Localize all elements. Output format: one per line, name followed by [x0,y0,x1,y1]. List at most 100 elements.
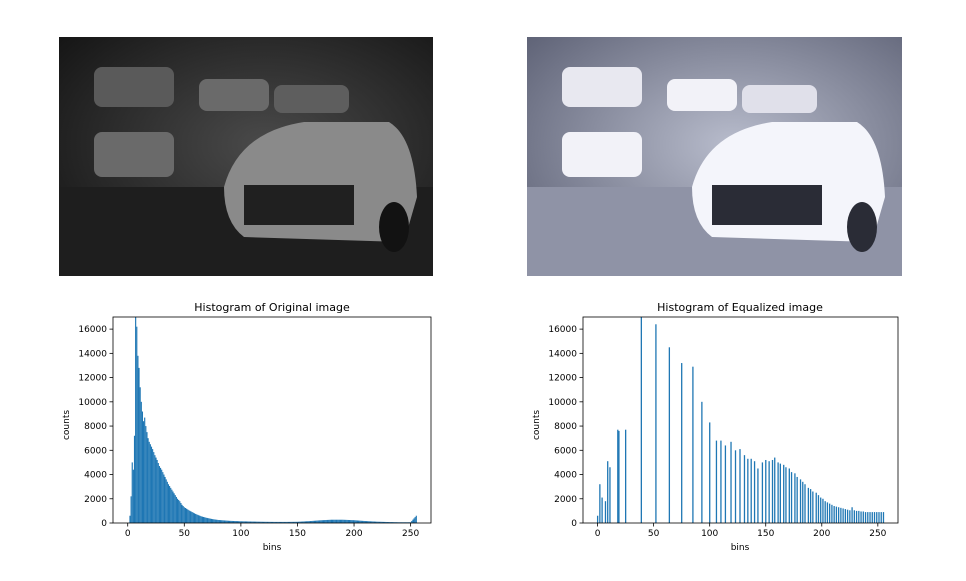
histogram-bar [833,506,835,523]
histogram-bar [356,520,359,523]
histogram-bar [129,515,131,523]
histogram-bar [192,512,194,523]
histogram-bar [846,509,849,523]
histogram-bar [327,519,329,523]
histogram-bar [826,502,829,523]
histogram-bar [132,469,134,523]
histogram-bar [273,521,275,523]
histogram-bar [864,512,867,523]
histogram-bar [326,519,328,523]
histogram-bar [596,515,599,523]
histogram-bar [282,521,284,523]
histogram-bar [148,441,150,523]
histogram-bar [873,512,876,523]
histogram-bar [183,507,185,523]
histogram-bar [269,521,271,523]
histogram-bar [313,520,316,523]
histogram-bar [261,521,263,523]
histogram-bar [149,444,151,523]
histogram-bar [140,401,142,523]
x-tick-label: 0 [595,529,601,539]
histogram-bar [145,426,147,523]
histogram-bar [135,317,137,523]
histogram-bar [267,521,269,523]
histogram-bar [339,519,342,523]
histogram-bar [131,462,133,523]
histogram-bar [252,521,254,523]
histogram-bar [785,467,787,523]
histogram-bar [172,491,174,523]
histogram-bar [334,519,336,523]
axes-frame [582,316,899,524]
histogram-bar [193,513,196,523]
histogram-bar [152,449,154,523]
histogram-bar [166,481,168,523]
histogram-bar [243,521,245,523]
histogram-bar [210,518,213,523]
histogram-bar [221,520,223,523]
histogram-bar [867,512,869,523]
histogram-bar [230,520,232,523]
histogram-bar [381,521,383,523]
histogram-bar [310,521,312,523]
histogram-bar [301,521,303,523]
histogram-bar [174,495,176,523]
histogram-bar [799,479,802,523]
x-tick-label: 50 [179,529,191,539]
histogram-bar [824,501,826,523]
histogram-bar [724,445,727,523]
histogram-bar [165,479,167,523]
y-tick-label: 16000 [548,325,577,335]
histogram-bar [288,521,291,523]
histogram-bar [379,521,381,523]
histogram-bar [175,496,177,523]
original-photo-graphic [59,37,433,276]
histogram-bar [347,519,349,523]
histogram-bar [173,493,175,523]
histogram-bar [322,520,325,523]
histogram-bar [325,520,327,523]
x-tick-label: 100 [232,529,249,539]
histogram-bar [342,519,344,523]
histogram-bar [869,512,871,523]
histogram-bar [216,519,218,523]
histogram-bar [142,421,145,523]
histogram-bar [182,506,184,523]
histogram-bar [201,516,203,523]
histogram-bar [365,521,368,523]
y-tick-label: 2000 [554,495,577,505]
histogram-bar [413,518,415,523]
histogram-bar [739,449,741,523]
histogram-bar [363,520,365,523]
histogram-bar [367,521,369,523]
histogram-bar [333,519,335,523]
histogram-bar [329,519,331,523]
histogram-bar [213,519,215,523]
y-tick-label: 10000 [78,398,107,408]
histogram-bar [266,521,268,523]
histogram-bar [231,520,233,523]
histogram-bar [338,519,340,523]
histogram-bar [862,511,864,523]
histogram-bar [239,521,241,523]
histogram-bar [257,521,259,523]
histogram-bar [820,497,822,523]
histogram-bar [382,521,385,523]
y-tick-label: 14000 [78,349,107,359]
histogram-bar [880,512,882,523]
histogram-bar [286,521,288,523]
histogram-bar [161,469,163,523]
histogram-bar [215,519,217,523]
histogram-bar [308,521,310,523]
histogram-bar [226,520,228,523]
histogram-bar [240,521,242,523]
histogram-bar [272,521,274,523]
histogram-bar [878,512,880,523]
histogram-bar [251,521,253,523]
histogram-bar [302,521,304,523]
histogram-bar [195,513,197,523]
histogram-bar [324,520,326,523]
histogram-bar [292,521,294,523]
histogram-bar [299,521,301,523]
histogram-bar [169,486,171,523]
